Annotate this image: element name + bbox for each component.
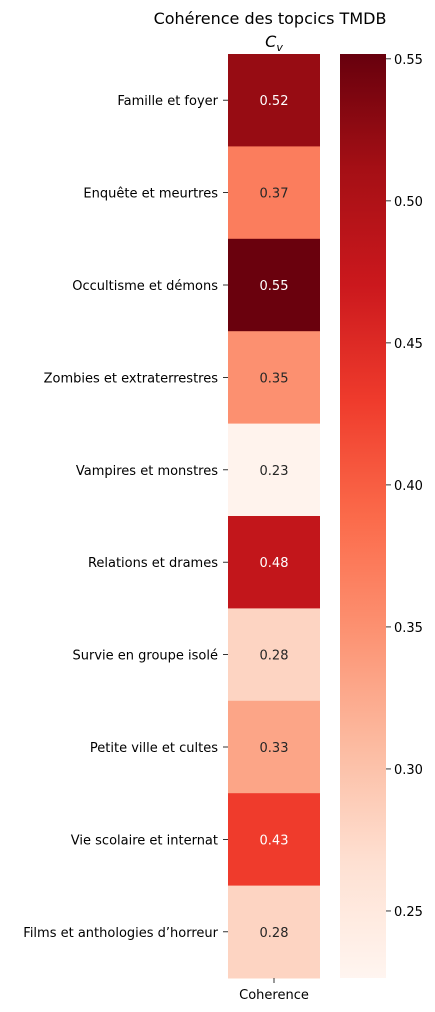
colorbar-tick-label: 0.40 xyxy=(394,479,423,494)
chart-subtitle: Cv xyxy=(265,32,283,54)
cell-value-label: 0.43 xyxy=(260,833,289,848)
row-label: Survie en groupe isolé xyxy=(73,649,218,664)
cell-value-label: 0.48 xyxy=(260,556,289,571)
colorbar-tick-label: 0.50 xyxy=(394,195,423,210)
column-labels: Coherence xyxy=(239,978,309,1003)
subtitle-variable: C xyxy=(265,32,277,51)
row-label: Vie scolaire et internat xyxy=(71,833,218,848)
row-label: Relations et drames xyxy=(88,556,218,571)
heatmap-cell xyxy=(228,331,320,425)
heatmap-cell xyxy=(228,700,320,794)
colorbar-tick-label: 0.35 xyxy=(394,621,423,636)
cell-value-label: 0.37 xyxy=(260,187,289,202)
colorbar-tick-label: 0.45 xyxy=(394,337,423,352)
colorbar-tick-label: 0.30 xyxy=(394,763,423,778)
heatmap-cell xyxy=(228,238,320,332)
row-label: Films et anthologies d’horreur xyxy=(23,926,218,941)
subtitle-subscript: v xyxy=(276,41,283,54)
heatmap-cell xyxy=(228,885,320,979)
row-label: Vampires et monstres xyxy=(76,464,218,479)
cell-value-label: 0.23 xyxy=(260,464,289,479)
column-label: Coherence xyxy=(239,988,309,1003)
cell-value-label: 0.28 xyxy=(260,926,289,941)
row-label: Famille et foyer xyxy=(117,94,218,109)
heatmap-cell xyxy=(228,516,320,609)
row-labels: Famille et foyer Enquête et meurtres Occul… xyxy=(23,94,228,941)
heatmap-cell xyxy=(228,793,320,887)
colorbar-tick-label: 0.25 xyxy=(394,905,423,920)
colorbar-tick-label: 0.55 xyxy=(394,53,423,68)
row-label: Petite ville et cultes xyxy=(90,741,218,756)
heatmap-cell xyxy=(228,608,320,702)
row-label: Enquête et meurtres xyxy=(83,187,218,202)
cell-value-label: 0.55 xyxy=(260,279,289,294)
cell-value-label: 0.35 xyxy=(260,371,289,386)
cell-value-label: 0.52 xyxy=(260,94,289,109)
colorbar-gradient xyxy=(340,54,386,978)
heatmap-cell xyxy=(228,54,320,147)
row-label: Zombies et extraterrestres xyxy=(44,371,219,386)
cell-value-label: 0.28 xyxy=(260,649,289,664)
cell-value-label: 0.33 xyxy=(260,741,289,756)
colorbar: 0.25 0.30 0.35 0.40 0.45 0.50 0.55 xyxy=(340,53,423,978)
row-label: Occultisme et démons xyxy=(72,279,218,294)
chart-title: Cohérence des topcics TMDB xyxy=(154,9,387,28)
heatmap-cell xyxy=(228,423,320,517)
heatmap-cells: 0.52 0.37 0.55 0.35 0.23 0.48 0.28 0.33 0.43 0.28 xyxy=(228,54,320,979)
heatmap-cell xyxy=(228,146,320,240)
